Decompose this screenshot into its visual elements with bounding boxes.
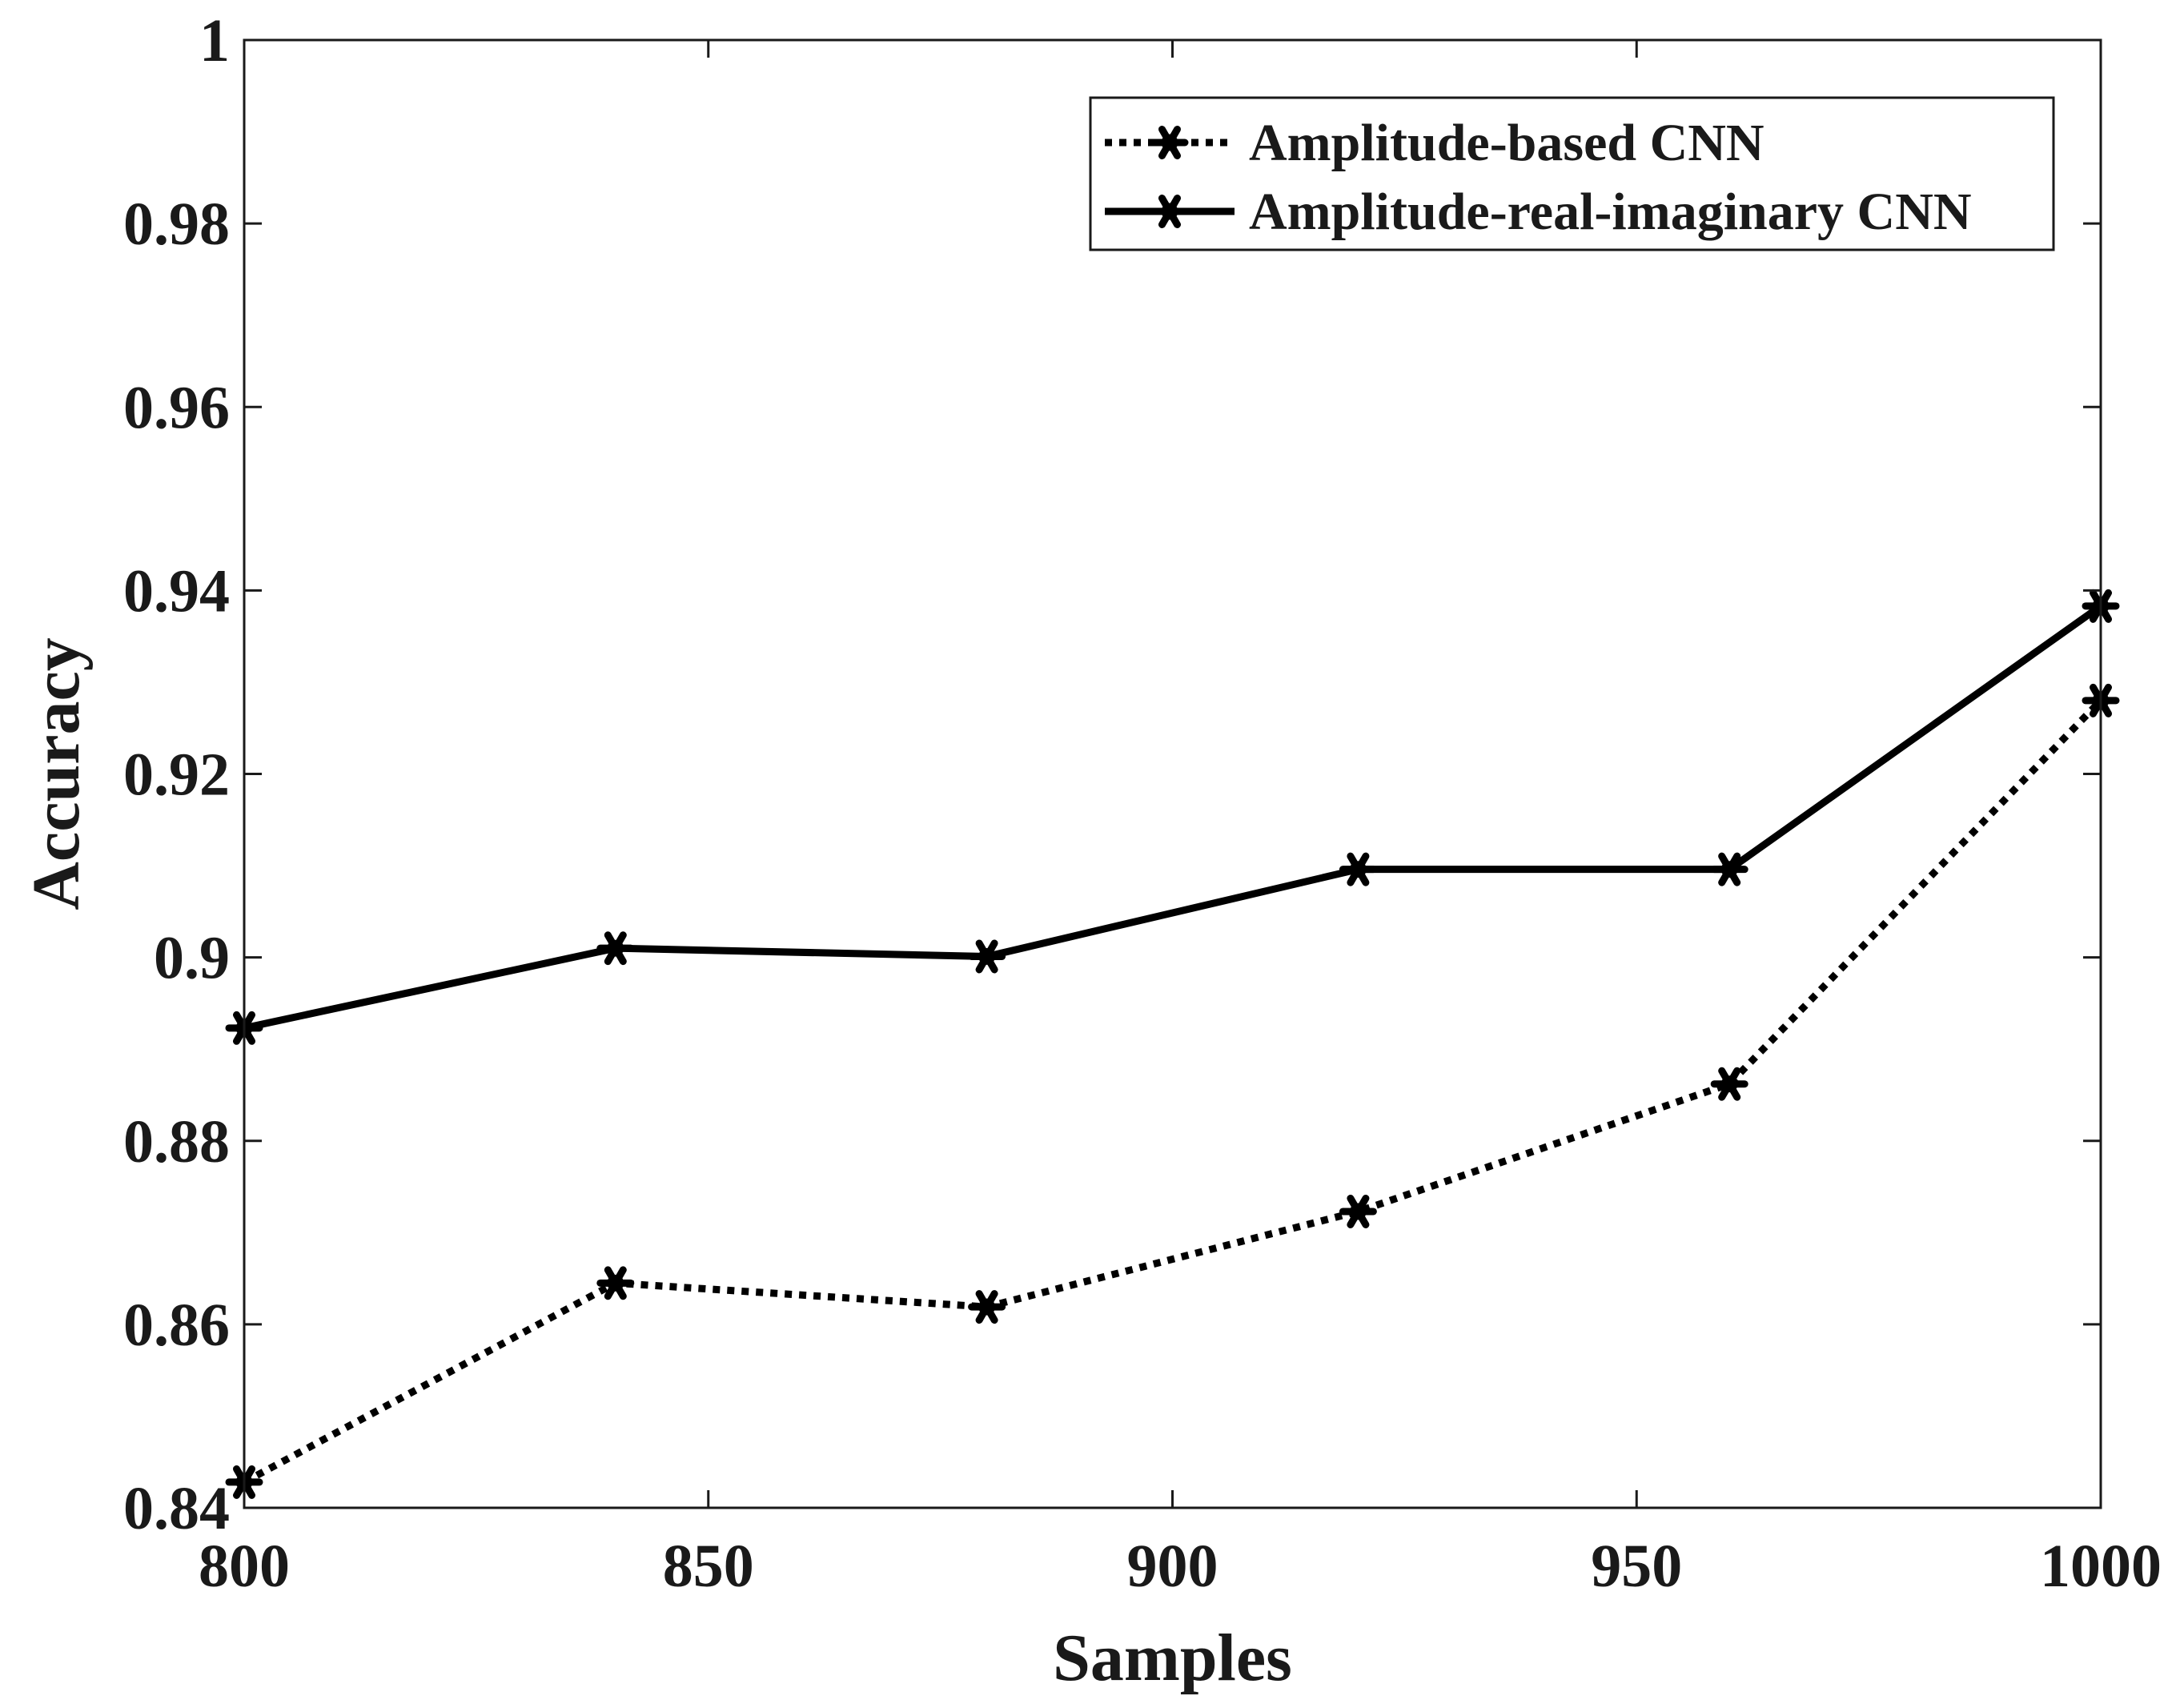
series-line-1 xyxy=(242,697,2104,1485)
x-tick-label: 900 xyxy=(1127,1533,1218,1600)
series-1-point xyxy=(1710,1067,1748,1101)
series-2-point xyxy=(1339,852,1377,886)
legend-label: Amplitude-real-imaginary CNN xyxy=(1249,183,1972,241)
x-axis-label: Samples xyxy=(1053,1621,1292,1695)
series-1-point xyxy=(596,1266,635,1300)
x-tick-label: 850 xyxy=(663,1533,754,1600)
y-tick-label: 0.92 xyxy=(123,741,230,809)
x-axis-tick-labels: 800 850 900 950 1000 xyxy=(199,1533,2162,1600)
y-tick-label: 1 xyxy=(199,7,230,74)
series-markers xyxy=(225,589,2120,1499)
y-axis-tick-labels: 0.84 0.86 0.88 0.9 0.92 0.94 0.96 0.98 1 xyxy=(123,7,230,1542)
y-tick-label: 0.84 xyxy=(123,1475,230,1542)
legend-box xyxy=(1089,96,2055,251)
y-axis-label: Accuracy xyxy=(19,637,94,910)
legend-marker xyxy=(1150,126,1189,159)
legend-items: Amplitude-based CNN Amplitude-real-imagin… xyxy=(1105,114,1972,241)
series-2-point xyxy=(1710,852,1748,886)
series-lines xyxy=(242,603,2104,1485)
y-tick-label: 0.96 xyxy=(123,374,230,441)
x-tick-label: 1000 xyxy=(2040,1533,2162,1600)
legend-item-2: Amplitude-real-imaginary CNN xyxy=(1105,183,1972,241)
series-line-2 xyxy=(243,603,2103,1032)
y-tick-label: 0.98 xyxy=(123,191,230,258)
y-tick-label: 0.88 xyxy=(123,1108,230,1176)
legend: Amplitude-based CNN Amplitude-real-imagin… xyxy=(1089,96,2055,251)
x-tick-label: 800 xyxy=(199,1533,290,1600)
legend-label: Amplitude-based CNN xyxy=(1249,114,1764,172)
y-tick-label: 0.94 xyxy=(123,557,230,625)
series-1-point xyxy=(1339,1195,1377,1228)
y-tick-label: 0.86 xyxy=(123,1292,230,1359)
x-tick-label: 950 xyxy=(1591,1533,1682,1600)
series-2-point xyxy=(968,939,1006,974)
series-1-point xyxy=(968,1290,1006,1324)
axis-ticks xyxy=(243,38,2102,1509)
legend-marker xyxy=(1150,195,1189,228)
series-2-point xyxy=(596,931,635,966)
legend-item-1: Amplitude-based CNN xyxy=(1105,114,1764,172)
y-tick-label: 0.9 xyxy=(154,925,230,992)
